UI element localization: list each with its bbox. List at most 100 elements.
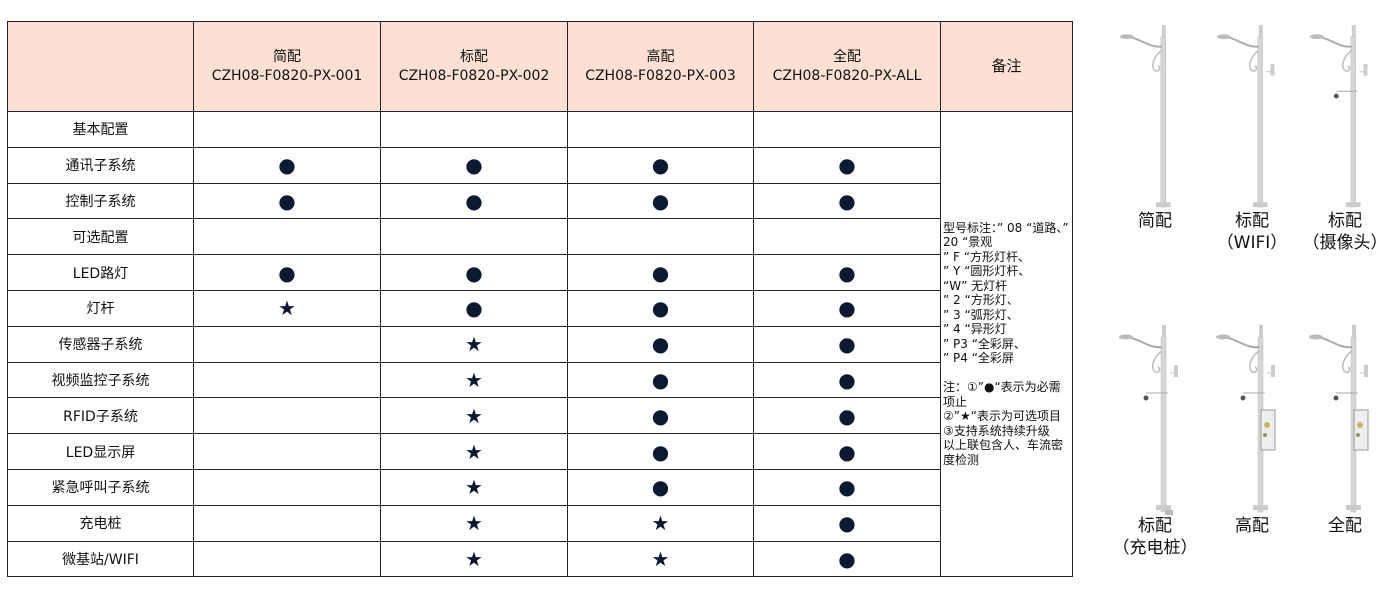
mark: ★ bbox=[465, 511, 483, 536]
required-dot-icon: ● bbox=[193, 146, 381, 184]
pole-label: 高配 bbox=[1235, 516, 1269, 536]
optional-star-icon: ★ bbox=[380, 361, 568, 399]
mark: ★ bbox=[465, 332, 483, 357]
table-row: 紧急呼叫子系统 ★ ● ● bbox=[7, 468, 1073, 506]
smart-pole-icon bbox=[1119, 325, 1178, 515]
optional-star-icon: ★ bbox=[567, 540, 754, 578]
table-row: 基本配置 型号标注：” 08 “道路、” 20 “景观 ” F “方形灯杆、 ” … bbox=[7, 110, 1073, 578]
row-label: 灯杆 bbox=[7, 289, 194, 327]
empty-cell bbox=[193, 397, 381, 435]
mark: ● bbox=[651, 260, 670, 285]
row-label: 可选配置 bbox=[7, 218, 194, 256]
table-row: 可选配置 bbox=[7, 218, 1073, 256]
table-row: 传感器子系统 ★ ● ● bbox=[7, 325, 1073, 363]
required-dot-icon: ● bbox=[753, 504, 941, 542]
table-row: RFID子系统 ★ ● ● bbox=[7, 397, 1073, 435]
smart-pole-icon bbox=[1119, 25, 1171, 208]
row-label: LED显示屏 bbox=[7, 433, 194, 470]
empty-cell bbox=[567, 111, 754, 148]
column-code: CZH08-F0820-PX-001 bbox=[211, 67, 363, 84]
row-label: 紧急呼叫子系统 bbox=[7, 468, 194, 506]
mark: ● bbox=[838, 367, 856, 392]
pole-label: 标配 bbox=[1138, 516, 1172, 536]
smart-pole-icon bbox=[1309, 325, 1369, 513]
required-dot-icon: ● bbox=[753, 468, 941, 506]
required-dot-icon: ● bbox=[753, 433, 941, 470]
config-table: 简配 CZH08-F0820-PX-001 标配 CZH08-F0820-PX-002… bbox=[7, 21, 1073, 578]
row-label: 充电桩 bbox=[7, 504, 194, 542]
required-dot-icon: ● bbox=[567, 468, 754, 506]
pole-figure: 标配 （充电桩） bbox=[1100, 325, 1210, 559]
mark: ● bbox=[651, 403, 670, 428]
mark: ● bbox=[838, 296, 856, 321]
empty-cell bbox=[193, 361, 381, 399]
required-dot-icon: ● bbox=[193, 182, 381, 220]
mark: ● bbox=[838, 153, 856, 178]
smart-pole-icon bbox=[1216, 25, 1275, 208]
mark: ● bbox=[838, 332, 856, 357]
mark: ● bbox=[465, 260, 483, 285]
required-dot-icon: ● bbox=[753, 254, 941, 291]
required-dot-icon: ● bbox=[567, 289, 754, 327]
column-name: 高配 bbox=[646, 48, 675, 65]
mark: ● bbox=[838, 403, 856, 428]
optional-star-icon: ★ bbox=[380, 397, 568, 435]
mark: ● bbox=[465, 153, 483, 178]
table-row: LED路灯 ● ● ● ● bbox=[7, 254, 1073, 291]
mark: ★ bbox=[465, 403, 483, 428]
row-label: 微基站/WIFI bbox=[7, 540, 194, 578]
required-dot-icon: ● bbox=[567, 325, 754, 363]
pole-label: 标配 bbox=[1328, 211, 1362, 231]
required-dot-icon: ● bbox=[567, 361, 754, 399]
required-dot-icon: ● bbox=[567, 146, 754, 184]
mark: ● bbox=[651, 367, 670, 392]
optional-star-icon: ★ bbox=[193, 289, 381, 327]
mark: ● bbox=[465, 296, 483, 321]
required-dot-icon: ● bbox=[567, 397, 754, 435]
pole-figure: 高配 bbox=[1197, 325, 1307, 537]
required-dot-icon: ● bbox=[380, 289, 568, 327]
column-code: CZH08-F0820-PX-003 bbox=[585, 67, 736, 84]
column-code: CZH08-F0820-PX-ALL bbox=[772, 67, 922, 84]
mark: ● bbox=[838, 475, 856, 500]
empty-cell bbox=[753, 111, 941, 148]
optional-star-icon: ★ bbox=[380, 540, 568, 578]
mark: ★ bbox=[651, 546, 670, 571]
row-label: 传感器子系统 bbox=[7, 325, 194, 363]
empty-cell bbox=[193, 433, 381, 470]
empty-cell bbox=[193, 504, 381, 542]
column-header: 高配 CZH08-F0820-PX-003 bbox=[567, 21, 754, 112]
column-name: 全配 bbox=[833, 48, 861, 65]
row-label: 通讯子系统 bbox=[7, 146, 194, 184]
notes-header: 备注 bbox=[940, 21, 1073, 112]
table-row: 视频监控子系统 ★ ● ● bbox=[7, 361, 1073, 399]
mark: ★ bbox=[465, 439, 483, 464]
table-row: 灯杆 ★ ● ● ● bbox=[7, 289, 1073, 327]
required-dot-icon: ● bbox=[753, 182, 941, 220]
required-dot-icon: ● bbox=[753, 146, 941, 184]
optional-star-icon: ★ bbox=[380, 433, 568, 470]
required-dot-icon: ● bbox=[380, 146, 568, 184]
mark: ● bbox=[465, 188, 483, 213]
pole-sublabel: （摄像头） bbox=[1302, 233, 1388, 253]
required-dot-icon: ● bbox=[567, 182, 754, 220]
optional-star-icon: ★ bbox=[380, 325, 568, 363]
required-dot-icon: ● bbox=[753, 540, 941, 578]
required-dot-icon: ● bbox=[193, 254, 381, 291]
mark: ● bbox=[838, 546, 856, 571]
corner-cell bbox=[7, 21, 194, 112]
required-dot-icon: ● bbox=[753, 289, 941, 327]
mark: ● bbox=[278, 260, 296, 285]
mark: ★ bbox=[465, 475, 483, 500]
mark: ★ bbox=[651, 511, 670, 536]
optional-star-icon: ★ bbox=[380, 504, 568, 542]
empty-cell bbox=[380, 111, 568, 148]
required-dot-icon: ● bbox=[380, 254, 568, 291]
table-row: 通讯子系统 ● ● ● ● bbox=[7, 146, 1073, 184]
column-header: 标配 CZH08-F0820-PX-002 bbox=[380, 21, 568, 112]
mark: ● bbox=[651, 188, 670, 213]
empty-cell bbox=[193, 111, 381, 148]
pole-figure: 全配 bbox=[1290, 325, 1400, 537]
smart-pole-icon bbox=[1216, 325, 1276, 513]
mark: ● bbox=[278, 153, 296, 178]
